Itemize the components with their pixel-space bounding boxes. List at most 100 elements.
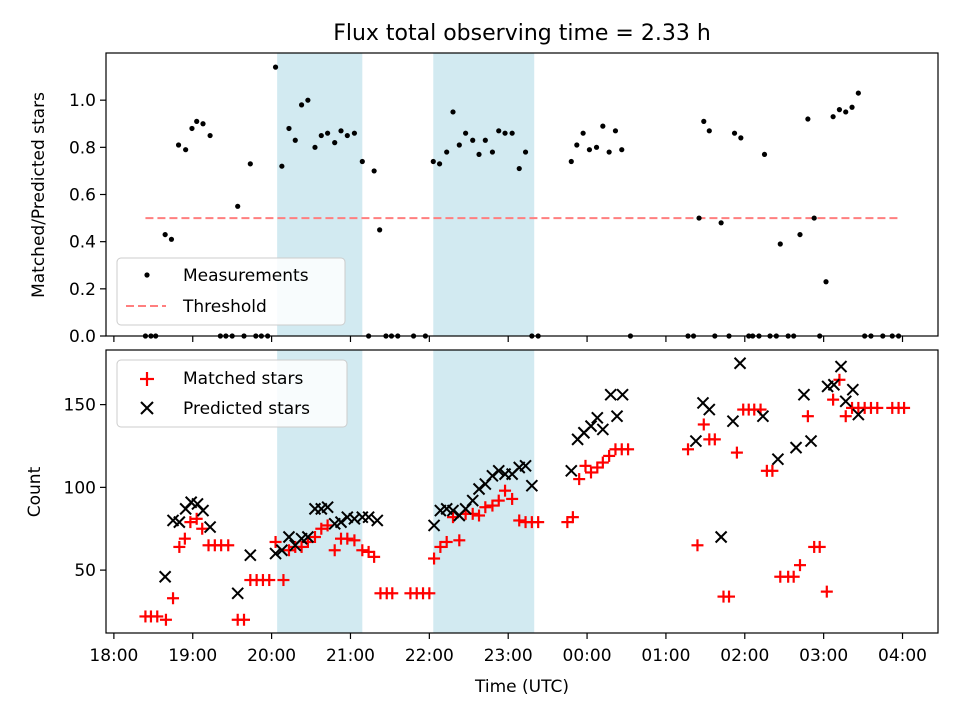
measurement-point	[436, 161, 443, 167]
predicted-star-point	[733, 357, 747, 370]
top-y-axis-label: Matched/Predicted stars	[29, 92, 49, 298]
legend-threshold-label: Threshold	[182, 297, 267, 317]
predicted-star-point	[584, 419, 598, 433]
matched-star-point	[269, 535, 282, 548]
matched-star-point	[506, 492, 519, 505]
matched-star-point	[173, 540, 186, 553]
measurement-point	[701, 118, 707, 124]
matched-star-point	[178, 532, 191, 545]
matched-star-point	[566, 511, 579, 524]
top-x-ticks	[113, 336, 904, 342]
matched-star-point	[277, 574, 290, 587]
x-tick-label: 21:00	[326, 646, 375, 666]
measurement-point	[482, 137, 488, 143]
measurement-point	[450, 109, 456, 115]
matched-star-point	[238, 613, 251, 626]
measurement-point	[298, 102, 305, 108]
measurement-point	[463, 130, 469, 136]
predicted-star-point	[362, 510, 375, 524]
predicted-star-point	[231, 587, 244, 600]
bottom-plot-frame	[105, 349, 939, 634]
matched-star-point	[222, 539, 235, 552]
matched-star-point	[167, 592, 180, 605]
predicted-star-point	[196, 504, 210, 517]
matched-star-point	[479, 501, 492, 514]
legend-matched-marker	[140, 372, 154, 386]
measurement-point	[496, 128, 502, 134]
measurement-point	[849, 104, 855, 110]
predicted-star-point	[839, 395, 852, 408]
x-tick-label: 00:00	[563, 646, 612, 666]
matched-star-point	[428, 552, 441, 565]
predicted-star-point	[771, 453, 785, 466]
measurement-point	[338, 128, 344, 134]
matched-star-point	[898, 401, 911, 414]
predicted-star-point	[203, 520, 217, 534]
top-panel: 0.0 0.2 0.4 0.6 0.8 1.0 Matched/Predicted sta…	[29, 52, 939, 347]
matched-star-point	[579, 459, 592, 472]
matched-star-point	[839, 410, 852, 423]
predicted-star-point	[519, 459, 532, 473]
bottom-legend-box	[116, 359, 348, 428]
measurement-point	[207, 132, 213, 139]
measurement-point	[574, 142, 580, 148]
matched-star-point	[423, 587, 436, 600]
matched-star-point	[513, 514, 526, 527]
measurement-point	[593, 144, 600, 150]
matched-star-point	[492, 494, 505, 507]
bottom-panel: 50 100 150 18:00 19:00 20:00 21:00 22:00 23:00 0…	[25, 349, 939, 697]
y-tick-label: 0.8	[69, 138, 96, 158]
matched-star-point	[603, 449, 616, 462]
matched-star-point	[263, 574, 276, 587]
x-tick-label: 23:00	[484, 646, 533, 666]
measurement-point	[444, 149, 450, 155]
predicted-star-point	[269, 547, 282, 560]
measurement-point	[509, 130, 515, 136]
bottom-y-axis-label: Count	[25, 466, 45, 517]
x-tick-label: 03:00	[799, 646, 848, 666]
predicted-star-point	[158, 570, 172, 583]
matched-star-point	[440, 535, 453, 548]
matched-star-point	[813, 540, 826, 553]
predicted-star-point	[703, 403, 716, 416]
predicted-star-point	[852, 408, 865, 421]
measurement-point	[606, 149, 612, 155]
matched-star-point	[453, 534, 466, 547]
predicted-star-point	[689, 434, 703, 448]
matched-star-point	[697, 418, 710, 431]
measurement-point	[855, 90, 861, 96]
measurement-point	[235, 203, 241, 209]
measurement-point	[456, 142, 462, 148]
chart-title: Flux total observing time = 2.33 h	[333, 21, 711, 46]
matched-star-point	[196, 522, 209, 535]
matched-star-point	[708, 433, 721, 446]
predicted-star-point	[371, 514, 384, 527]
y-tick-label: 100	[64, 478, 96, 498]
matched-star-point	[184, 516, 197, 529]
matched-star-point	[348, 534, 361, 547]
top-legend: Measurements Threshold	[116, 257, 346, 326]
measurement-point	[279, 163, 285, 169]
y-tick-label: 50	[74, 561, 96, 581]
legend-predicted-marker	[140, 401, 154, 415]
predicted-stars-points	[158, 357, 865, 600]
predicted-star-point	[427, 519, 441, 532]
bottom-y-axis: 50 100 150	[64, 396, 106, 581]
predicted-star-point	[616, 388, 629, 401]
matched-star-point	[820, 585, 833, 598]
predicted-star-point	[714, 530, 728, 544]
measurement-point	[247, 161, 253, 167]
x-tick-label: 22:00	[405, 646, 454, 666]
y-tick-label: 0.6	[69, 186, 96, 206]
matched-star-point	[827, 393, 840, 406]
measurement-point	[168, 236, 175, 242]
y-tick-label: 0.4	[69, 233, 96, 253]
measurement-point	[777, 241, 783, 247]
matched-star-point	[596, 456, 609, 469]
predicted-star-point	[610, 409, 624, 423]
y-tick-label: 0.0	[69, 327, 96, 347]
matched-star-point	[499, 484, 512, 497]
measurement-point	[600, 123, 606, 129]
measurement-point	[312, 144, 318, 150]
matched-star-point	[321, 519, 334, 532]
